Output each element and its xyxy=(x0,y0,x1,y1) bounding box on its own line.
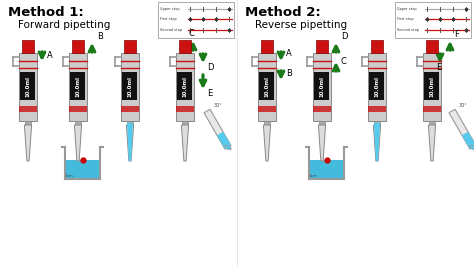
Text: Upper stop: Upper stop xyxy=(397,7,417,11)
Bar xyxy=(19,106,37,113)
Bar xyxy=(374,120,380,125)
Text: 30°: 30° xyxy=(459,103,468,108)
Text: Method 2:: Method 2: xyxy=(245,6,321,19)
Text: 10.0ml: 10.0ml xyxy=(26,76,30,97)
Bar xyxy=(423,106,441,113)
Text: First stop: First stop xyxy=(397,17,414,21)
Polygon shape xyxy=(24,125,32,161)
Text: 10.0ml: 10.0ml xyxy=(182,76,188,97)
Bar xyxy=(370,72,384,100)
Bar xyxy=(316,40,328,53)
Bar xyxy=(69,106,87,113)
Text: C: C xyxy=(189,29,195,38)
Text: B: B xyxy=(286,69,292,77)
Text: E: E xyxy=(207,89,212,98)
Bar xyxy=(124,40,137,53)
Text: 10.0ml: 10.0ml xyxy=(429,76,435,97)
Text: Second stop: Second stop xyxy=(160,28,182,32)
Polygon shape xyxy=(449,109,474,149)
Bar xyxy=(121,106,139,113)
Polygon shape xyxy=(462,132,474,149)
Bar xyxy=(158,2,234,38)
Polygon shape xyxy=(374,125,381,161)
Bar xyxy=(71,72,85,100)
Bar xyxy=(122,72,137,100)
Text: 10.0ml: 10.0ml xyxy=(75,76,81,97)
Ellipse shape xyxy=(470,145,474,150)
Bar xyxy=(176,106,194,113)
Text: 1cm: 1cm xyxy=(64,174,73,178)
Bar xyxy=(177,72,192,100)
Text: 1cm: 1cm xyxy=(309,174,318,178)
Bar xyxy=(315,72,329,100)
Text: 10.0ml: 10.0ml xyxy=(374,76,380,97)
Bar xyxy=(182,120,188,125)
Text: E: E xyxy=(436,63,441,72)
Text: F: F xyxy=(454,30,459,39)
Text: D: D xyxy=(341,32,347,41)
Text: First stop: First stop xyxy=(160,17,177,21)
Bar xyxy=(313,106,331,113)
Bar xyxy=(264,120,270,125)
Text: 10.0ml: 10.0ml xyxy=(264,76,270,97)
Text: 30°: 30° xyxy=(214,103,223,108)
Bar xyxy=(425,72,439,100)
Bar xyxy=(127,120,133,125)
Polygon shape xyxy=(127,123,133,161)
Text: A: A xyxy=(47,51,53,60)
Bar xyxy=(319,120,325,125)
Bar xyxy=(69,53,87,120)
Bar xyxy=(426,40,438,53)
Bar xyxy=(395,2,471,38)
Text: Reverse pipetting: Reverse pipetting xyxy=(255,20,347,30)
Polygon shape xyxy=(127,125,134,161)
Text: 10.0ml: 10.0ml xyxy=(128,76,133,97)
Bar xyxy=(429,120,435,125)
Ellipse shape xyxy=(225,145,231,150)
Text: D: D xyxy=(207,63,213,72)
Bar xyxy=(22,40,34,53)
Bar xyxy=(25,120,31,125)
Bar xyxy=(72,40,84,53)
Polygon shape xyxy=(182,125,189,161)
Bar xyxy=(310,160,344,179)
Bar xyxy=(368,53,386,120)
Bar xyxy=(19,53,37,120)
Text: A: A xyxy=(286,49,292,59)
Bar xyxy=(179,40,191,53)
Bar xyxy=(371,40,383,53)
Polygon shape xyxy=(204,109,231,149)
Bar xyxy=(75,120,81,125)
Bar xyxy=(423,53,441,120)
Polygon shape xyxy=(374,123,380,161)
Text: C: C xyxy=(341,57,347,66)
Bar xyxy=(176,53,194,120)
Bar xyxy=(368,106,386,113)
Text: Forward pipetting: Forward pipetting xyxy=(18,20,110,30)
Polygon shape xyxy=(428,125,436,161)
Polygon shape xyxy=(264,125,271,161)
Bar xyxy=(121,53,139,120)
Text: Second stop: Second stop xyxy=(397,28,419,32)
Polygon shape xyxy=(319,125,326,161)
Bar xyxy=(20,72,36,100)
Text: 10.0ml: 10.0ml xyxy=(319,76,325,97)
Bar xyxy=(66,160,100,179)
Bar xyxy=(313,53,331,120)
Bar xyxy=(258,106,276,113)
Bar xyxy=(258,53,276,120)
Bar xyxy=(259,72,274,100)
Polygon shape xyxy=(217,132,231,149)
Bar xyxy=(261,40,273,53)
Text: B: B xyxy=(97,32,103,41)
Text: Method 1:: Method 1: xyxy=(8,6,84,19)
Text: Upper stop: Upper stop xyxy=(160,7,180,11)
Polygon shape xyxy=(74,125,82,161)
